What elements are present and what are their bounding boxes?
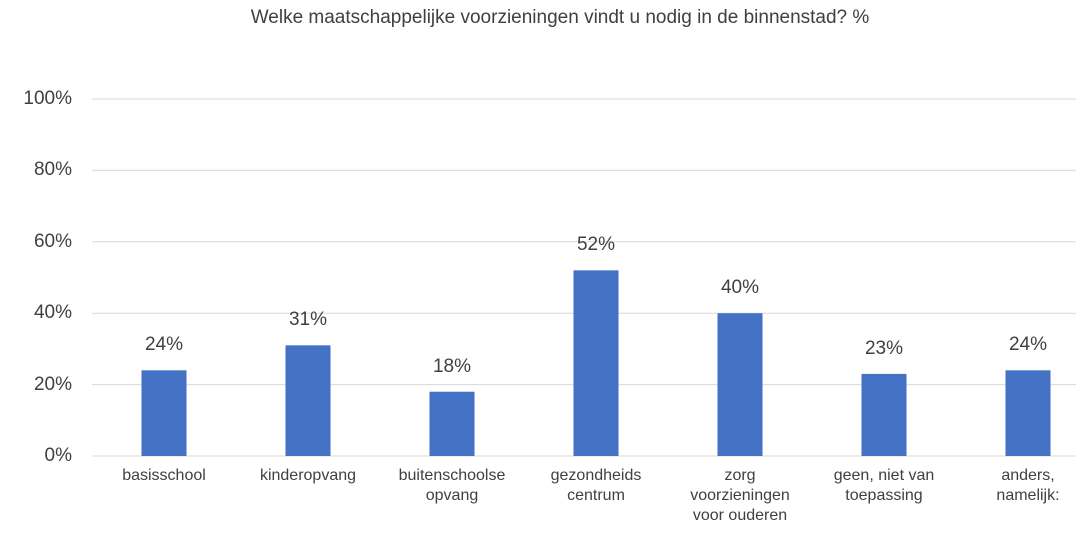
bar xyxy=(861,373,907,456)
y-tick-label: 40% xyxy=(33,302,72,324)
value-label: 24% xyxy=(1008,334,1048,356)
x-tick-label: basisschool xyxy=(122,467,206,484)
bar xyxy=(429,391,475,456)
y-tick-label: 20% xyxy=(33,373,72,395)
value-label: 23% xyxy=(864,337,904,359)
bar xyxy=(141,370,187,456)
value-label: 52% xyxy=(576,234,616,256)
bar xyxy=(717,313,763,456)
bar xyxy=(573,270,619,456)
chart-title: Welke maatschappelijke voorzieningen vin… xyxy=(250,7,870,28)
y-tick-label: 100% xyxy=(23,88,72,109)
x-tick-label: buitenschoolse opvang xyxy=(398,467,506,504)
y-tick-label: 80% xyxy=(33,159,72,181)
x-tick-label: geen, niet van toepassing xyxy=(833,467,935,504)
x-tick-label: kinderopvang xyxy=(259,467,357,484)
value-label: 18% xyxy=(432,355,472,377)
y-tick-label: 60% xyxy=(33,230,72,252)
value-label: 40% xyxy=(720,277,760,299)
bar xyxy=(285,345,331,456)
y-tick-label: 0% xyxy=(44,445,72,466)
value-label: 24% xyxy=(144,334,184,356)
value-label: 31% xyxy=(288,309,328,331)
x-tick-label: gezondheids centrum xyxy=(550,467,642,504)
x-tick-label: zorg voorzieningen voor ouderen xyxy=(690,467,790,524)
x-tick-label: anders, namelijk: xyxy=(996,467,1060,504)
bar xyxy=(1005,370,1051,456)
